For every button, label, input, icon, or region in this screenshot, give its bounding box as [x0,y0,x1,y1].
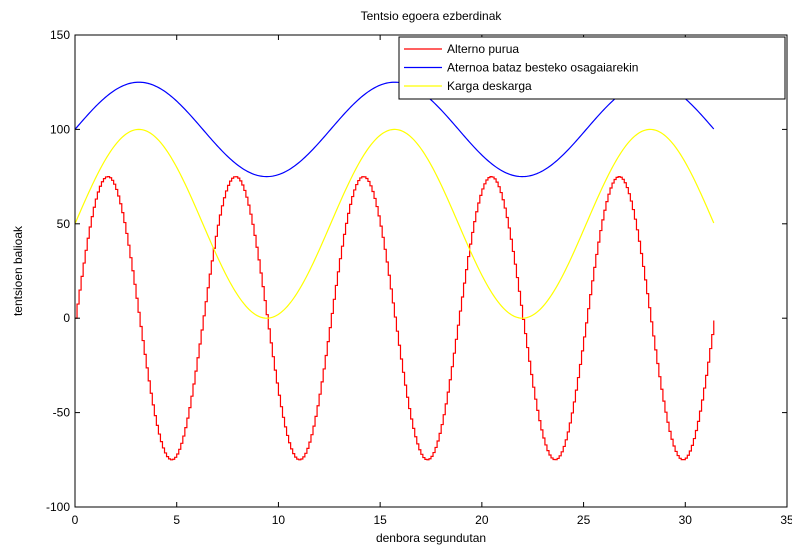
series-line-2 [74,81,715,178]
series-line-3 [74,128,715,319]
y-tick-label: 150 [50,28,70,42]
x-tick-label: 15 [373,513,387,527]
x-tick-label: 35 [780,513,792,527]
legend: Alterno purua Aternoa bataz besteko osaga… [398,36,786,100]
y-tick-label: -100 [46,500,70,514]
y-axis-label: tentsioen balioak [11,225,25,316]
x-tick-label: 10 [272,513,286,527]
chart-title: Tentsio egoera ezberdinak [361,9,503,23]
y-tick-label: 100 [50,122,70,136]
legend-label: Alterno purua [447,42,519,56]
legend-label: Karga deskarga [447,79,532,93]
ticks-layer: 0 5 10 15 20 25 30 35 -100 -50 0 50 100 150 [46,28,792,527]
series-line-1 [75,176,715,461]
x-tick-label: 0 [72,513,79,527]
x-tick-label: 30 [679,513,693,527]
series-layer [74,81,715,461]
legend-box [398,36,786,100]
x-tick-label: 5 [173,513,180,527]
y-tick-label: 50 [57,217,71,231]
y-tick-label: -50 [53,406,71,420]
x-axis-label: denbora segundutan [376,531,486,545]
x-tick-label: 20 [475,513,489,527]
legend-label: Aternoa bataz besteko osagaiarekin [447,61,638,75]
y-tick-label: 0 [63,311,70,325]
x-tick-label: 25 [577,513,591,527]
plot-frame [74,34,788,508]
